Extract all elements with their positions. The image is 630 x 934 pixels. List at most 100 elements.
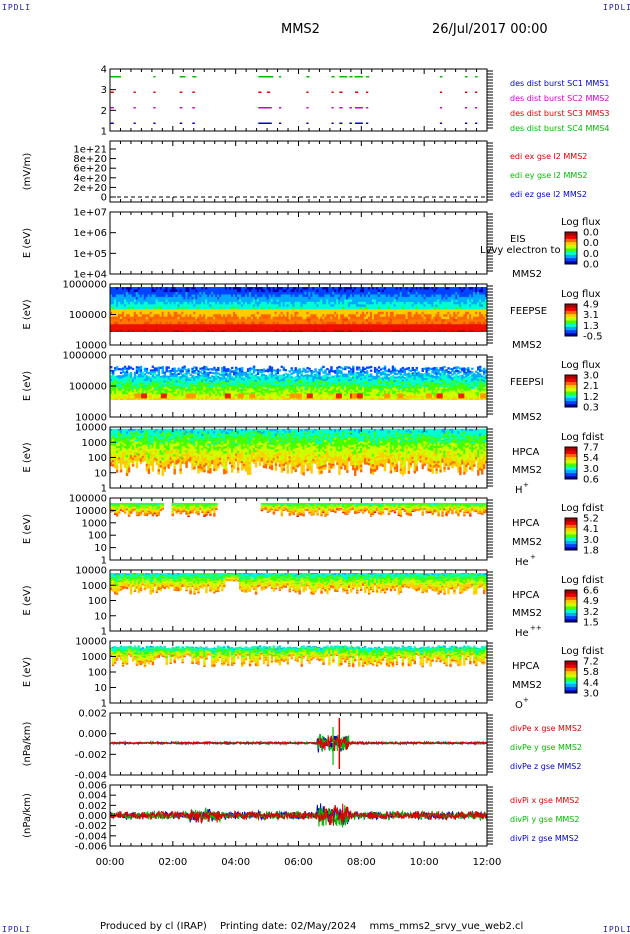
feepse-pixel (240, 287, 244, 290)
feepse-pixel (121, 296, 125, 300)
feepse-pixel (195, 291, 198, 295)
feepse-pixel (240, 316, 244, 320)
feepse-spectrogram (110, 287, 488, 332)
feepse-pixel (133, 329, 137, 332)
feepse-pixel (115, 316, 119, 320)
feepse-pixel (250, 294, 254, 298)
feepse-pixel (163, 306, 166, 310)
feepse-pixel (189, 304, 192, 308)
feepse-pixel (137, 329, 141, 332)
feepse-pixel (149, 291, 153, 295)
feepse-pixel (143, 314, 147, 318)
feepse-pixel (219, 296, 222, 300)
feepse-pixel (233, 309, 236, 313)
feepse-pixel (145, 301, 149, 305)
feepse-colorbar-swatch (565, 310, 577, 315)
feepse-pixel (169, 291, 172, 295)
feepse-pixel (205, 309, 208, 313)
feepse-pixel (187, 314, 190, 318)
feepse-pixel (223, 299, 226, 303)
feepse-pixel (151, 299, 155, 303)
feepse-pixel (252, 296, 256, 300)
feepse-pixel (121, 309, 125, 313)
feepse-pixel (187, 299, 190, 303)
corner-label-top-right: IPDLI (603, 3, 630, 12)
feepse-pixel (250, 316, 254, 320)
burst-frame (109, 68, 488, 132)
feepse-pixel (123, 306, 127, 310)
feepse-pixel (127, 329, 131, 332)
feepse-pixel (125, 291, 129, 295)
feepse-pixel (135, 314, 139, 318)
feepse-pixel (169, 329, 172, 332)
feepse-pixel (229, 301, 232, 305)
feepse-pixel (139, 304, 143, 308)
feepse-pixel (179, 316, 182, 320)
feepse-pixel (173, 314, 176, 318)
feepse-pixel (242, 306, 246, 310)
feepse-instrument-label: FEEPSE (510, 306, 547, 317)
feepse-pixel (157, 294, 161, 298)
feepse-pixel (125, 287, 129, 290)
feepse-pixel (221, 306, 224, 310)
feepse-pixel (129, 316, 133, 320)
feepse-pixel (141, 309, 145, 313)
feepse-pixel (215, 301, 218, 305)
feepse-pixel (227, 314, 230, 318)
feepse-pixel (231, 289, 234, 293)
feepse-pixel (193, 329, 196, 332)
feepse-pixel (248, 287, 252, 290)
feepse-pixel (135, 311, 139, 315)
feepse-pixel (165, 306, 168, 310)
feepse-pixel (187, 301, 190, 305)
feepse-pixel (129, 289, 133, 293)
feepse-colorbar-swatch (565, 316, 577, 321)
feepse-pixel (223, 314, 226, 318)
feepse-pixel (195, 287, 198, 290)
feepse-pixel (149, 294, 153, 298)
feepse-pixel (199, 301, 202, 305)
feepse-pixel (129, 306, 133, 310)
feepse-pixel (111, 289, 115, 293)
feepse-pixel (193, 296, 196, 300)
feepse-pixel (145, 287, 149, 290)
edi-ylabel: (mV/m) (22, 153, 33, 191)
feepse-pixel (235, 301, 238, 305)
feepse-pixel (197, 291, 200, 295)
feepse-pixel (238, 316, 242, 320)
feepse-pixel (163, 299, 166, 303)
feepse-pixel (231, 294, 234, 298)
feepse-pixel (149, 306, 153, 310)
feepse-pixel (145, 306, 149, 310)
feepse-pixel (252, 329, 256, 332)
feepse-pixel (191, 309, 194, 313)
feepse-pixel (199, 287, 202, 290)
feepse-pixel (135, 316, 139, 320)
feepse-pixel (129, 311, 133, 315)
feepse-pixel (244, 287, 248, 290)
feepse-pixel (201, 314, 204, 318)
feepse-pixel (242, 304, 246, 308)
feepse-pixel (179, 311, 182, 315)
eis-colorbar-swatch (565, 232, 577, 236)
feepse-pixel (187, 294, 190, 298)
feepse-pixel (221, 291, 224, 295)
feepse-pixel (143, 287, 147, 290)
eis-colorbar-swatch (565, 238, 577, 243)
feepse-pixel (221, 296, 224, 300)
feepse-pixel (213, 289, 216, 293)
feepse-pixel (143, 329, 147, 332)
feepse-pixel (221, 287, 224, 290)
feepse-pixel (205, 289, 208, 293)
feepse-pixel (173, 299, 176, 303)
feepse-pixel (231, 316, 234, 320)
feepse-pixel (159, 299, 162, 303)
feepse-pixel (213, 301, 216, 305)
feepse-pixel (195, 329, 198, 332)
feepse-pixel (197, 306, 200, 310)
feepse-pixel (173, 309, 176, 313)
feepse-pixel (139, 289, 143, 293)
feepse-pixel (123, 289, 127, 293)
feepse-pixel (165, 287, 168, 290)
